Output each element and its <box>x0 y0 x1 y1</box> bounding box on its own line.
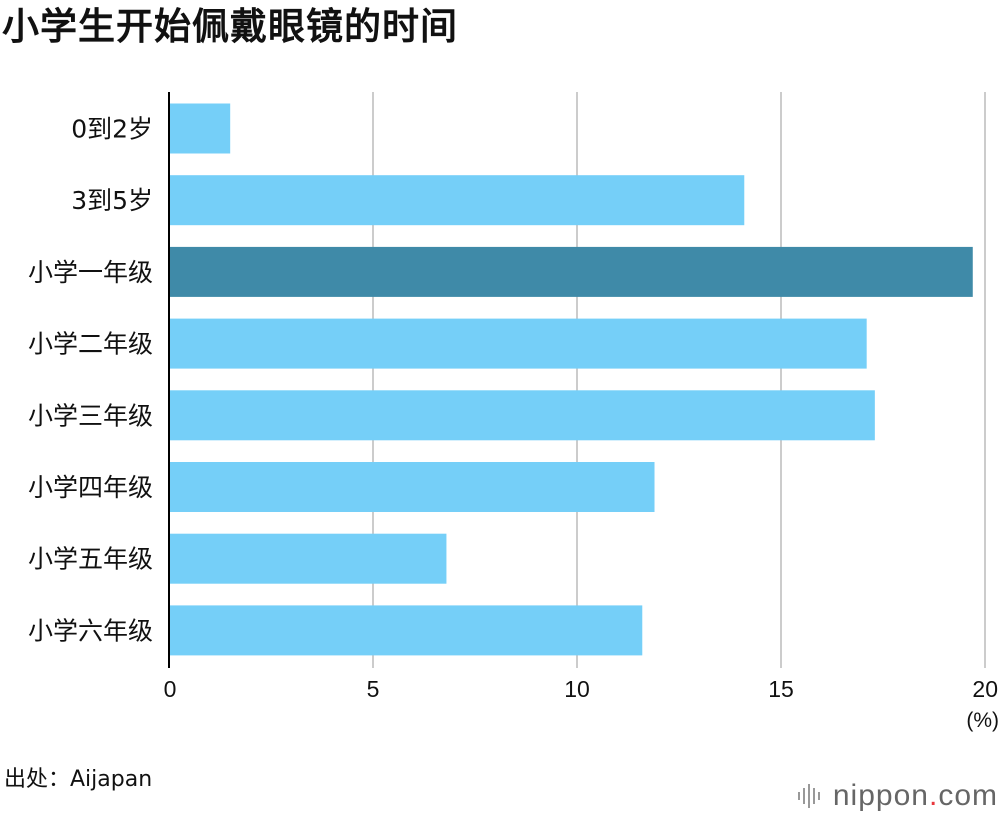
category-label: 小学三年级 <box>28 401 153 430</box>
x-tick-label: 0 <box>164 676 177 702</box>
bars <box>169 103 973 656</box>
source-credit: 出处：Aijapan <box>4 767 153 792</box>
category-label: 小学一年级 <box>28 258 153 287</box>
bar-1 <box>169 103 231 154</box>
category-label: 3到5岁 <box>71 186 153 215</box>
x-tick-label: 5 <box>367 676 380 702</box>
category-label: 小学二年级 <box>28 330 153 359</box>
logo-wordmark: nippon.com <box>832 779 998 812</box>
bar-6 <box>169 462 655 512</box>
x-axis-unit-label: (%) <box>966 709 999 732</box>
soundwave-logo-icon <box>797 784 820 808</box>
bar-2 <box>169 175 745 226</box>
x-tick-labels: 0 5 10 15 20 <box>164 676 998 702</box>
category-label: 小学四年级 <box>28 473 153 502</box>
bar-7 <box>169 533 447 584</box>
category-label: 小学六年级 <box>28 616 153 645</box>
nippon-logo: nippon.com <box>797 779 998 812</box>
bar-3 <box>169 246 973 297</box>
x-tick-label: 10 <box>564 676 590 702</box>
category-label: 小学五年级 <box>28 545 153 574</box>
bar-4 <box>169 318 867 369</box>
x-tick-label: 20 <box>972 676 998 702</box>
category-label: 0到2岁 <box>71 115 153 144</box>
chart-title: 小学生开始佩戴眼镜的时间 <box>2 5 458 48</box>
x-tick-label: 15 <box>768 676 794 702</box>
bar-5 <box>169 390 875 441</box>
bar-8 <box>169 605 643 656</box>
